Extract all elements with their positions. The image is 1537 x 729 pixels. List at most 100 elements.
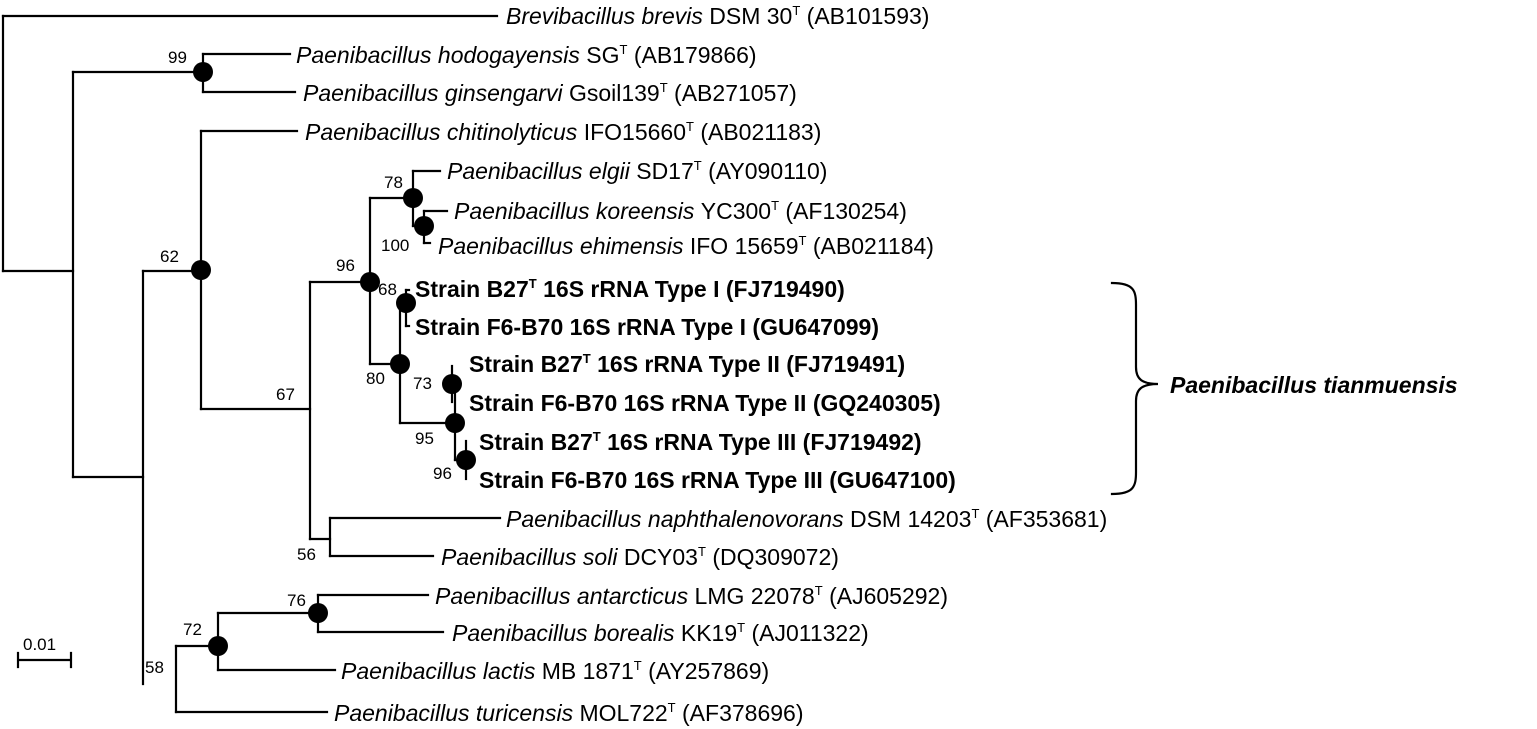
strain-name: Strain B27 <box>415 276 529 302</box>
type-strain-mark: T <box>971 506 979 521</box>
accession: (AJ605292) <box>823 583 948 609</box>
species-name: Brevibacillus brevis <box>506 3 709 29</box>
taxon-label-elgii: Paenibacillus elgii SD17T (AY090110) <box>447 158 827 184</box>
species-name: Paenibacillus borealis <box>452 620 681 646</box>
clade-annotation: Paenibacillus tianmuensis <box>1110 281 1458 496</box>
strain-name: SG <box>586 42 619 68</box>
accession: 16S rRNA Type I (FJ719490) <box>537 276 845 302</box>
taxon-label-b27-type1: Strain B27T 16S rRNA Type I (FJ719490) <box>415 276 845 302</box>
accession: (AB179866) <box>627 42 756 68</box>
strain-name: Gsoil139 <box>569 80 660 106</box>
strain-name: IFO15660 <box>584 119 686 145</box>
strain-name: Strain F6-B70 <box>469 390 617 416</box>
bootstrap-value: 62 <box>160 247 179 266</box>
strain-name: Strain F6-B70 <box>415 314 563 340</box>
accession: 16S rRNA Type III (FJ719492) <box>601 429 922 455</box>
taxon-label-antarcticus: Paenibacillus antarcticus LMG 22078T (AJ… <box>435 583 948 609</box>
bootstrap-value: 73 <box>413 374 432 393</box>
type-strain-mark: T <box>583 351 591 366</box>
bootstrap-value: 72 <box>183 620 202 639</box>
type-strain-mark: T <box>529 276 537 291</box>
taxon-label-ehimensis: Paenibacillus ehimensis IFO 15659T (AB02… <box>438 233 934 259</box>
type-strain-mark: T <box>660 80 668 95</box>
type-strain-mark: T <box>799 233 807 248</box>
strain-name: Strain B27 <box>479 429 593 455</box>
node-marker <box>414 216 434 236</box>
clade-brace <box>1110 281 1159 496</box>
bootstrap-value: 56 <box>297 545 316 564</box>
strain-name: YC300 <box>701 198 771 224</box>
species-name: Paenibacillus naphthalenovorans <box>506 506 850 532</box>
species-name: Paenibacillus antarcticus <box>435 583 695 609</box>
type-strain-mark: T <box>698 544 706 559</box>
taxon-label-b27-type3: Strain B27T 16S rRNA Type III (FJ719492) <box>479 429 922 455</box>
type-strain-mark: T <box>815 583 823 598</box>
bootstrap-value: 68 <box>378 280 397 299</box>
node-marker <box>403 188 423 208</box>
node-marker <box>308 603 328 623</box>
species-name: Paenibacillus koreensis <box>454 198 701 224</box>
bootstrap-value: 80 <box>366 369 385 388</box>
strain-name: MOL722 <box>579 700 667 726</box>
accession: (AF353681) <box>979 506 1107 532</box>
type-strain-mark: T <box>694 158 702 173</box>
node-marker <box>191 260 211 280</box>
taxon-label-chitinolyticus: Paenibacillus chitinolyticus IFO15660T (… <box>305 119 821 145</box>
taxon-label-naphthalenovorans: Paenibacillus naphthalenovorans DSM 1420… <box>506 506 1107 532</box>
strain-name: MB 1871 <box>542 658 634 684</box>
strain-name: SD17 <box>636 158 694 184</box>
taxon-label-soli: Paenibacillus soli DCY03T (DQ309072) <box>441 544 839 570</box>
taxon-label-f6b70-type3: Strain F6-B70 16S rRNA Type III (GU64710… <box>479 467 956 493</box>
bootstrap-value: 78 <box>384 173 403 192</box>
species-name: Paenibacillus turicensis <box>334 700 579 726</box>
accession: 16S rRNA Type II (GQ240305) <box>617 390 940 416</box>
bootstrap-value: 95 <box>415 429 434 448</box>
taxon-label-brevis: Brevibacillus brevis DSM 30T (AB101593) <box>506 3 929 29</box>
scale-bar-label: 0.01 <box>23 635 56 654</box>
bootstrap-value: 99 <box>168 48 187 67</box>
type-strain-mark: T <box>686 119 694 134</box>
bootstrap-value: 67 <box>276 385 295 404</box>
accession: (AF378696) <box>676 700 804 726</box>
node-marker <box>456 450 476 470</box>
bootstrap-values: 99 62 78 100 96 68 80 73 95 96 67 56 76 … <box>145 48 452 677</box>
bootstrap-value: 96 <box>336 256 355 275</box>
type-strain-mark: T <box>737 620 745 635</box>
node-marker <box>396 293 416 313</box>
accession: (AF130254) <box>779 198 907 224</box>
accession: (AB021184) <box>807 233 934 259</box>
type-strain-mark: T <box>634 658 642 673</box>
accession: (AB101593) <box>800 3 929 29</box>
node-marker <box>445 413 465 433</box>
species-name: Paenibacillus hodogayensis <box>296 42 586 68</box>
accession: (AB271057) <box>668 80 797 106</box>
strain-name: Strain B27 <box>469 351 583 377</box>
bootstrap-value: 96 <box>433 464 452 483</box>
accession: (DQ309072) <box>706 544 839 570</box>
scale-bar: 0.01 <box>16 635 73 669</box>
taxon-label-hodogayensis: Paenibacillus hodogayensis SGT (AB179866… <box>296 42 757 68</box>
species-name: Paenibacillus soli <box>441 544 624 570</box>
strain-name: DSM 30 <box>709 3 792 29</box>
strain-name: KK19 <box>681 620 737 646</box>
species-name: Paenibacillus ehimensis <box>438 233 690 259</box>
bootstrap-value: 100 <box>381 236 409 255</box>
type-strain-mark: T <box>792 3 800 18</box>
accession: 16S rRNA Type III (GU647100) <box>627 467 956 493</box>
strain-name: DSM 14203 <box>850 506 971 532</box>
taxon-label-lactis: Paenibacillus lactis MB 1871T (AY257869) <box>341 658 769 684</box>
accession: (AY257869) <box>642 658 769 684</box>
type-strain-mark: T <box>593 429 601 444</box>
taxon-labels: Brevibacillus brevis DSM 30T (AB101593)P… <box>296 3 1107 726</box>
taxon-label-f6b70-type2: Strain F6-B70 16S rRNA Type II (GQ240305… <box>469 390 941 416</box>
species-name: Paenibacillus elgii <box>447 158 636 184</box>
node-marker <box>208 636 228 656</box>
taxon-label-f6b70-type1: Strain F6-B70 16S rRNA Type I (GU647099) <box>415 314 879 340</box>
bootstrap-value: 58 <box>145 658 164 677</box>
type-strain-mark: T <box>668 700 676 715</box>
strain-name: IFO 15659 <box>690 233 799 259</box>
taxon-label-b27-type2: Strain B27T 16S rRNA Type II (FJ719491) <box>469 351 905 377</box>
species-name: Paenibacillus ginsengarvi <box>303 80 569 106</box>
taxon-label-turicensis: Paenibacillus turicensis MOL722T (AF3786… <box>334 700 803 726</box>
